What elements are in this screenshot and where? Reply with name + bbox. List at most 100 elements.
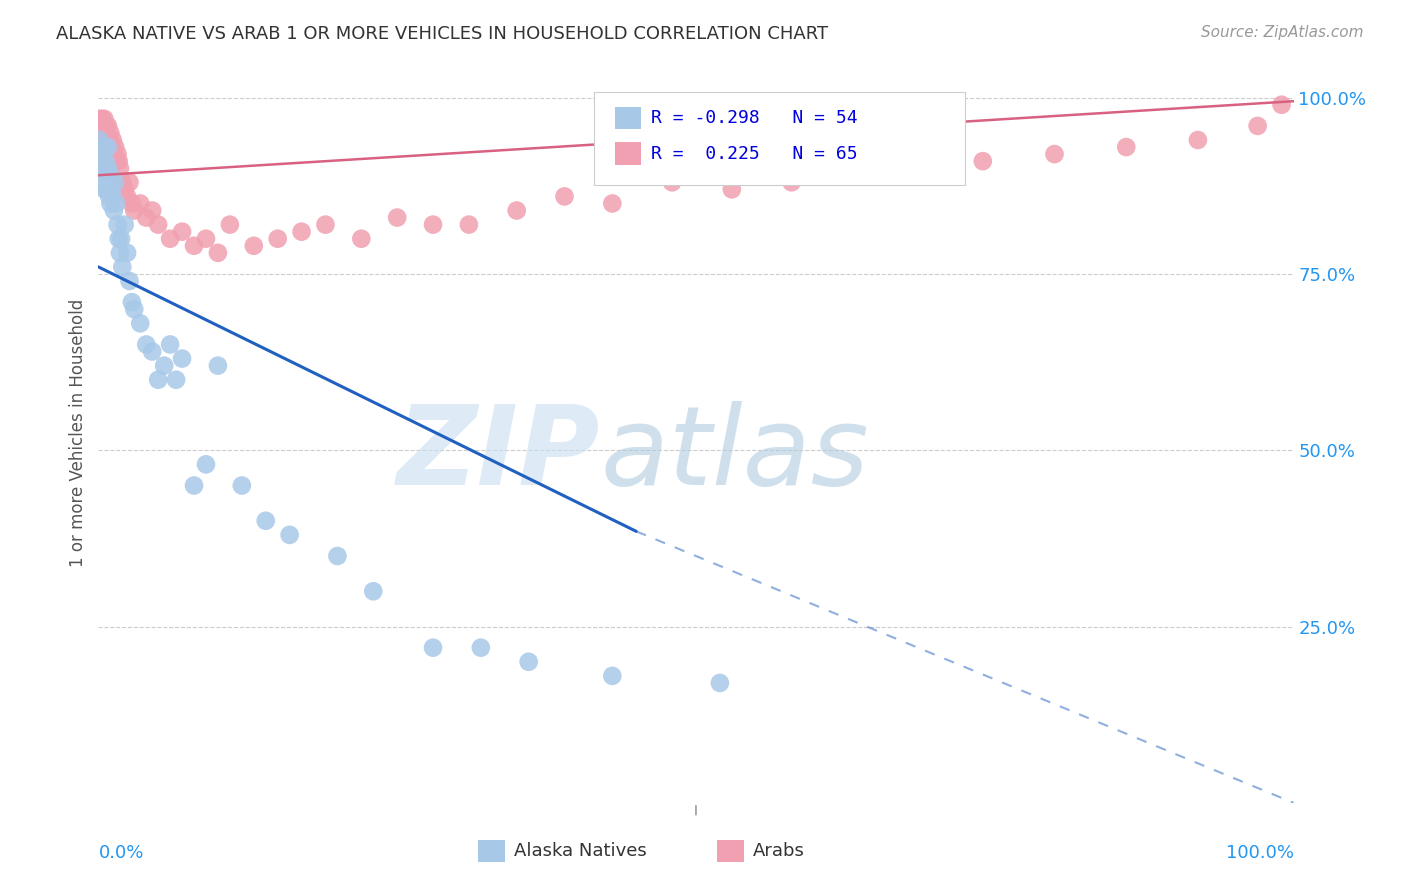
Text: Alaska Natives: Alaska Natives xyxy=(515,842,647,860)
Point xyxy=(153,359,176,373)
Point xyxy=(100,182,122,196)
Point xyxy=(107,218,129,232)
Point xyxy=(111,260,134,274)
Point xyxy=(108,161,131,176)
Point xyxy=(124,203,146,218)
Point xyxy=(89,112,111,126)
Point xyxy=(243,239,266,253)
Point xyxy=(91,140,114,154)
Point xyxy=(111,175,134,189)
Point xyxy=(98,196,122,211)
Point xyxy=(129,196,152,211)
Point xyxy=(97,119,120,133)
Point xyxy=(93,182,115,196)
Point xyxy=(107,154,129,169)
Point xyxy=(90,133,112,147)
Point xyxy=(172,225,194,239)
Point xyxy=(141,203,163,218)
Point xyxy=(602,669,624,683)
Point xyxy=(98,175,121,189)
Point xyxy=(841,168,863,182)
Point xyxy=(107,232,129,246)
Point xyxy=(101,133,124,147)
Point xyxy=(103,203,125,218)
Text: atlas: atlas xyxy=(600,401,869,508)
Point xyxy=(278,528,301,542)
Point xyxy=(91,119,114,133)
Point xyxy=(94,147,117,161)
Point xyxy=(267,232,290,246)
Point xyxy=(207,245,229,260)
Point xyxy=(780,175,803,189)
Point xyxy=(100,140,122,154)
Point xyxy=(98,133,121,147)
Point xyxy=(183,478,205,492)
Point xyxy=(104,140,127,154)
Point xyxy=(90,119,112,133)
Point xyxy=(121,196,143,211)
Point xyxy=(159,337,181,351)
Point xyxy=(129,316,152,330)
Point xyxy=(104,175,127,189)
Point xyxy=(135,337,157,351)
Point xyxy=(107,147,129,161)
Point xyxy=(98,189,121,203)
Point xyxy=(219,218,242,232)
Point xyxy=(159,232,181,246)
Point xyxy=(91,112,114,126)
Point xyxy=(900,161,922,176)
Point xyxy=(91,161,114,176)
Point xyxy=(458,218,481,232)
Point xyxy=(89,133,111,147)
Y-axis label: 1 or more Vehicles in Household: 1 or more Vehicles in Household xyxy=(69,299,87,566)
Point xyxy=(195,232,218,246)
Point xyxy=(326,549,349,563)
Point xyxy=(118,175,141,189)
Point xyxy=(94,168,117,182)
Point xyxy=(254,514,277,528)
Point xyxy=(97,140,120,154)
Point xyxy=(115,189,138,203)
Point xyxy=(231,478,253,492)
Point xyxy=(721,182,744,196)
Text: 100.0%: 100.0% xyxy=(1226,844,1294,862)
FancyBboxPatch shape xyxy=(595,92,965,185)
Point xyxy=(98,168,122,182)
Point xyxy=(1247,119,1270,133)
Point xyxy=(363,584,385,599)
Point xyxy=(972,154,994,169)
Point xyxy=(105,154,128,169)
Point xyxy=(91,175,114,189)
Point xyxy=(121,295,143,310)
Point xyxy=(506,203,529,218)
Point xyxy=(96,140,118,154)
Bar xyxy=(614,107,641,129)
Point xyxy=(148,218,170,232)
Point xyxy=(114,218,136,232)
Point xyxy=(315,218,337,232)
Point xyxy=(96,182,118,196)
Bar xyxy=(717,840,744,862)
Point xyxy=(97,154,120,169)
Point xyxy=(93,112,115,126)
Point xyxy=(470,640,492,655)
Point xyxy=(135,211,157,225)
Point xyxy=(108,245,131,260)
Point xyxy=(291,225,314,239)
Point xyxy=(98,161,121,176)
Bar xyxy=(614,143,641,165)
Text: ZIP: ZIP xyxy=(396,401,600,508)
Point xyxy=(96,126,118,140)
Point xyxy=(97,161,120,176)
Point xyxy=(195,458,218,472)
Point xyxy=(101,189,124,203)
Point xyxy=(93,140,115,154)
Point xyxy=(96,161,118,176)
Text: ALASKA NATIVE VS ARAB 1 OR MORE VEHICLES IN HOUSEHOLD CORRELATION CHART: ALASKA NATIVE VS ARAB 1 OR MORE VEHICLES… xyxy=(56,25,828,43)
Point xyxy=(517,655,540,669)
Point xyxy=(98,147,122,161)
Point xyxy=(90,140,112,154)
Point xyxy=(93,133,115,147)
Point xyxy=(94,119,117,133)
Point xyxy=(422,640,444,655)
